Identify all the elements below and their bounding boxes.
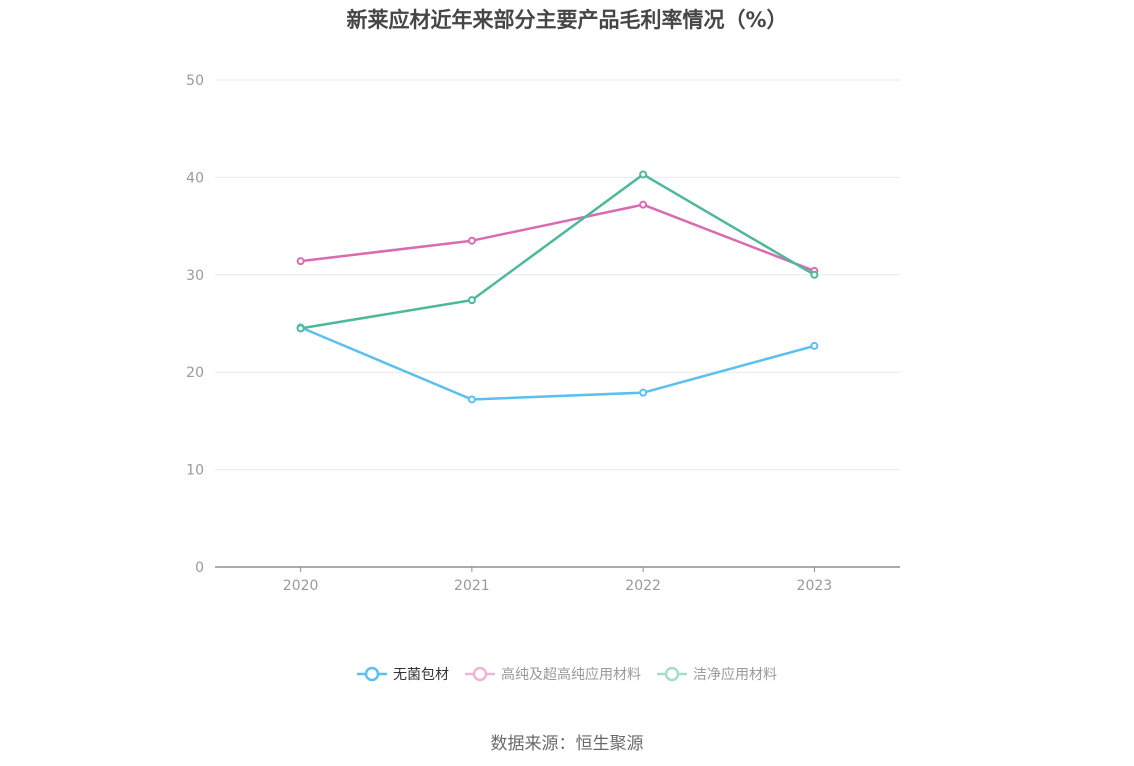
data-point[interactable] — [639, 170, 648, 179]
data-point[interactable] — [810, 341, 819, 350]
series-line — [300, 326, 815, 401]
legend-label: 无菌包材 — [393, 667, 449, 683]
y-tick-label: 50 — [186, 73, 204, 89]
x-tick-label: 2021 — [454, 578, 490, 594]
series-lines — [296, 170, 819, 404]
y-tick-label: 20 — [186, 365, 204, 381]
data-point[interactable] — [467, 296, 476, 305]
legend-line-circle-icon — [657, 666, 687, 682]
y-axis-labels: 0 10 20 30 40 50 — [186, 73, 204, 576]
series-line — [300, 173, 816, 330]
y-tick-label: 30 — [186, 268, 204, 284]
legend-label: 高纯及超高纯应用材料 — [501, 667, 641, 683]
data-point[interactable] — [639, 388, 648, 397]
legend-line-circle-icon — [357, 666, 387, 682]
y-tick-label: 10 — [186, 463, 204, 479]
x-tick-label: 2023 — [797, 578, 833, 594]
legend-line-circle-icon — [465, 666, 495, 682]
data-point[interactable] — [467, 395, 476, 404]
data-point[interactable] — [467, 236, 476, 245]
data-point[interactable] — [639, 200, 648, 209]
data-point[interactable] — [296, 324, 305, 333]
legend-item-2[interactable]: 洁净应用材料 — [657, 664, 777, 684]
series-2 — [296, 170, 819, 333]
x-tick-label: 2020 — [283, 578, 319, 594]
data-point[interactable] — [810, 270, 819, 279]
chart-title: 新莱应材近年来部分主要产品毛利率情况（%） — [346, 8, 788, 32]
series-0 — [296, 323, 819, 404]
legend-label: 洁净应用材料 — [693, 667, 777, 683]
grid-lines — [215, 79, 900, 471]
data-source: 数据来源：恒生聚源 — [490, 734, 644, 754]
x-tick-label: 2022 — [625, 578, 661, 594]
legend: 无菌包材 高纯及超高纯应用材料 洁净应用材料 — [0, 664, 1134, 684]
line-chart: 0 10 20 30 40 50 2020 2021 2022 2023 — [186, 73, 900, 594]
x-axis: 2020 2021 2022 2023 — [215, 566, 900, 594]
legend-item-0[interactable]: 无菌包材 — [357, 664, 449, 684]
legend-item-1[interactable]: 高纯及超高纯应用材料 — [465, 664, 641, 684]
y-tick-label: 0 — [195, 560, 204, 576]
y-tick-label: 40 — [186, 170, 204, 186]
series-line — [300, 203, 815, 273]
data-point[interactable] — [296, 257, 305, 266]
